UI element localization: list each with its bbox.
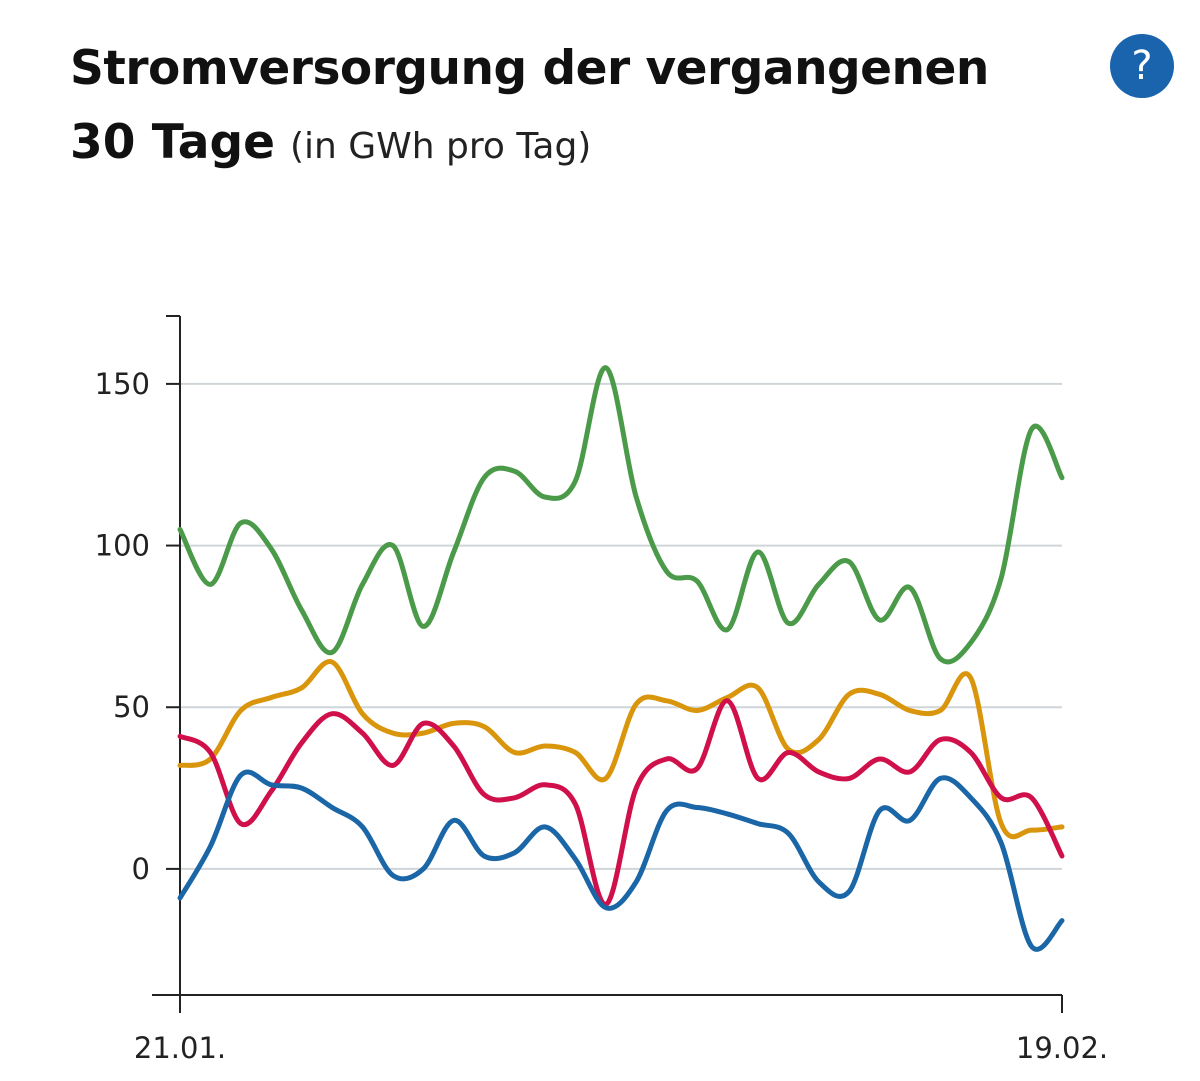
x-tick-label-1: 19.02. (1016, 1031, 1108, 1065)
grid-lines (180, 382, 1062, 870)
series-line-0 (177, 365, 1065, 665)
series-line-1 (177, 659, 1065, 840)
series-lines (177, 365, 1065, 952)
series-line-3 (177, 769, 1065, 952)
axes (152, 315, 1063, 1013)
title-line-2: 30 Tage (in GWh pro Tag) (70, 112, 1070, 178)
y-tick-label-0: 0 (132, 852, 150, 886)
series-line-2 (177, 698, 1065, 908)
title-unit: (in GWh pro Tag) (289, 126, 592, 167)
y-tick-label-100: 100 (95, 529, 150, 563)
tick-labels: 0 50 100 150 21.01. 19.02. (95, 367, 1108, 1065)
title-days: 30 Tage (70, 115, 276, 170)
help-button[interactable]: ? (1110, 34, 1174, 98)
y-tick-label-150: 150 (95, 367, 150, 401)
x-tick-label-0: 21.01. (134, 1031, 226, 1065)
chart-title: Stromversorgung der vergangenen 30 Tage … (70, 38, 1070, 178)
title-line-1: Stromversorgung der vergangenen (70, 41, 989, 96)
y-tick-label-50: 50 (113, 690, 150, 724)
